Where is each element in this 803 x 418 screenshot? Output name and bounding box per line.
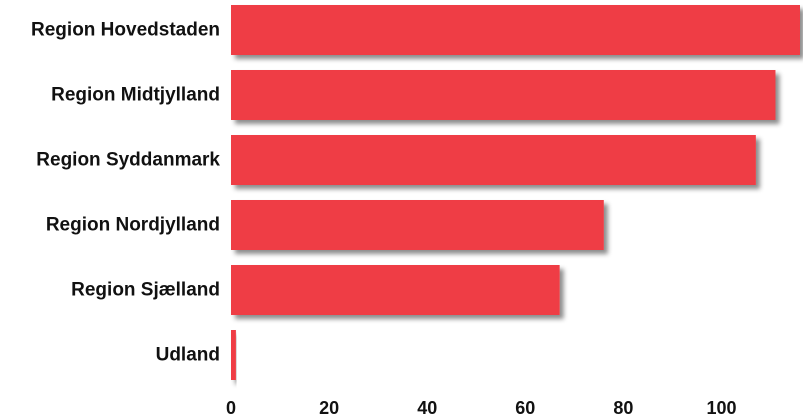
bar-region-sjælland (231, 265, 560, 315)
category-label-region-nordjylland: Region Nordjylland (46, 215, 220, 236)
category-label-region-hovedstaden: Region Hovedstaden (31, 20, 220, 41)
bar-region-syddanmark (231, 135, 756, 185)
category-label-region-sjælland: Region Sjælland (71, 280, 220, 301)
category-label-region-midtjylland: Region Midtjylland (51, 85, 220, 106)
x-tick-label-60: 60 (515, 398, 535, 418)
x-tick-label-20: 20 (319, 398, 339, 418)
bar-region-hovedstaden (231, 5, 800, 55)
bar-region-midtjylland (231, 70, 776, 120)
bar-region-nordjylland (231, 200, 604, 250)
x-tick-label-40: 40 (417, 398, 437, 418)
category-label-region-syddanmark: Region Syddanmark (36, 150, 220, 171)
category-labels: Region Hovedstaden Region Midtjylland Regi… (31, 20, 220, 366)
bar-udland (231, 330, 236, 380)
category-label-udland: Udland (156, 345, 220, 366)
bars-layer (231, 5, 800, 380)
x-axis-ticks: 0 20 40 60 80 100 (226, 398, 737, 418)
x-tick-label-100: 100 (706, 398, 736, 418)
x-tick-label-0: 0 (226, 398, 236, 418)
x-tick-label-80: 80 (613, 398, 633, 418)
